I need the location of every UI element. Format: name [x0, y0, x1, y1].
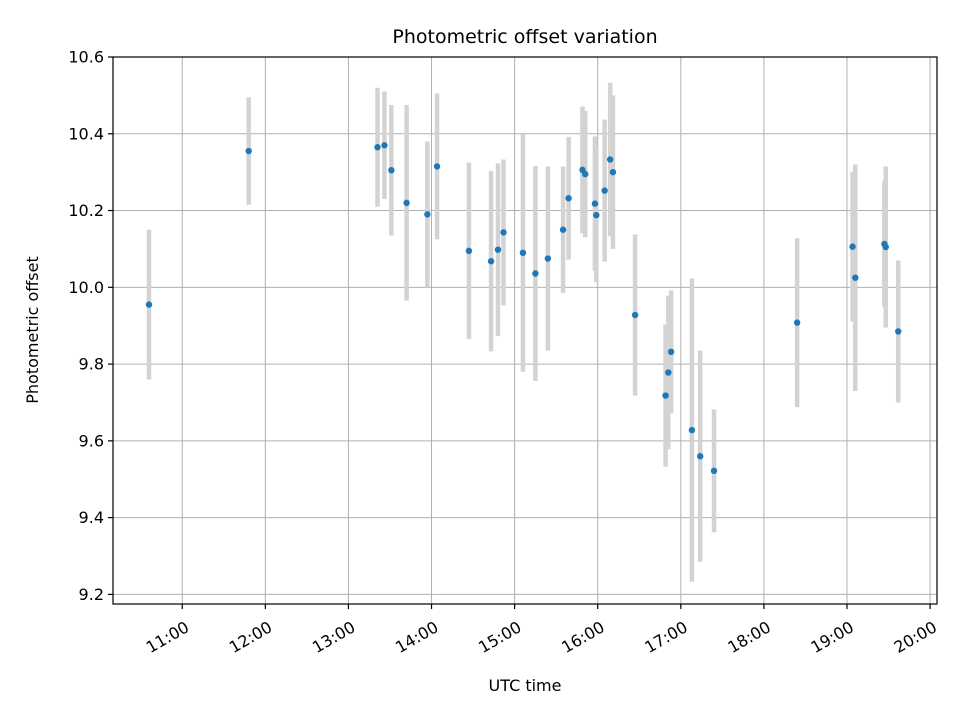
data-point: [519, 249, 527, 256]
data-point: [882, 243, 889, 251]
data-point: [606, 156, 614, 163]
data-point: [381, 142, 388, 149]
data-point: [688, 426, 696, 434]
data-point: [433, 163, 441, 170]
x-axis-title: UTC time: [489, 676, 562, 695]
plot-frame: [112, 56, 938, 605]
data-point: [852, 274, 859, 281]
data-point: [245, 147, 252, 155]
y-tick-label: 10.6: [68, 48, 104, 67]
data-point: [609, 168, 617, 176]
data-point: [532, 270, 539, 277]
y-axis-ticks: 9.2 9.4 9.6 9.8 10.0 10.2 10.4 10.6: [68, 48, 113, 604]
data-point: [565, 195, 572, 202]
data-point: [544, 255, 552, 262]
data-point: [631, 311, 639, 319]
data-point: [593, 211, 600, 219]
data-point: [665, 369, 672, 376]
y-tick-label: 9.6: [79, 431, 104, 450]
data-point: [494, 246, 502, 253]
data-point: [374, 144, 381, 151]
data-point: [500, 229, 507, 236]
data-point: [601, 187, 608, 194]
data-point: [662, 392, 669, 399]
data-point: [559, 226, 567, 233]
chart-title: Photometric offset variation: [392, 26, 657, 48]
y-tick-label: 9.4: [79, 508, 104, 527]
data-point: [849, 243, 856, 250]
data-point: [591, 200, 599, 207]
data-points: [145, 142, 902, 475]
data-point: [487, 258, 495, 265]
data-point: [424, 211, 431, 218]
y-tick-label: 9.2: [79, 585, 104, 604]
y-tick-label: 10.0: [68, 278, 104, 297]
data-point: [667, 348, 675, 356]
data-point: [793, 319, 801, 326]
data-point: [465, 247, 473, 255]
data-point: [582, 170, 589, 178]
data-point: [696, 453, 704, 460]
y-axis-title: Photometric offset: [23, 256, 42, 404]
data-point: [388, 167, 395, 174]
y-tick-label: 9.8: [79, 355, 104, 374]
data-point: [145, 301, 153, 308]
y-tick-label: 10.2: [68, 201, 104, 220]
data-point: [895, 328, 902, 335]
data-point: [710, 467, 718, 475]
y-tick-label: 10.4: [68, 124, 104, 143]
data-point: [403, 199, 410, 207]
